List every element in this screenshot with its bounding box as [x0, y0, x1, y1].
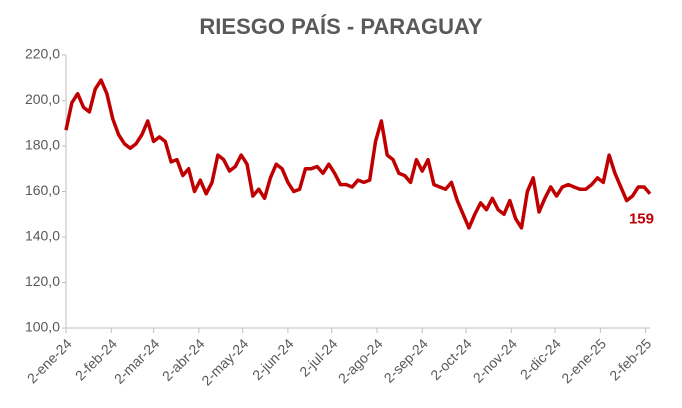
x-tick-label: 2-feb-25 — [606, 335, 654, 383]
y-tick-label: 200,0 — [25, 91, 60, 107]
y-tick-label: 120,0 — [25, 273, 60, 289]
x-tick-label: 2-nov-24 — [470, 335, 521, 386]
y-tick-label: 160,0 — [25, 182, 60, 198]
y-tick-label: 180,0 — [25, 137, 60, 153]
x-tick-label: 2-ago-24 — [335, 335, 386, 386]
data-line — [64, 78, 652, 230]
x-tick-label: 2-sep-24 — [381, 335, 432, 386]
x-tick-label: 2-may-24 — [198, 335, 251, 388]
x-tick-label: 2-dic-24 — [517, 335, 564, 382]
y-tick-label: 140,0 — [25, 228, 60, 244]
x-tick-label: 2-ene-24 — [24, 335, 75, 386]
y-tick-label: 220,0 — [25, 46, 60, 62]
chart-title: RIESGO PAÍS - PARAGUAY — [199, 14, 483, 39]
x-tick-label: 2-ene-25 — [558, 335, 609, 386]
x-tick-label: 2-mar-24 — [111, 335, 163, 387]
y-tick-label: 100,0 — [25, 319, 60, 335]
last-value-label: 159 — [629, 211, 654, 228]
x-tick-label: 2-jul-24 — [296, 335, 340, 379]
x-tick-label: 2-jun-24 — [249, 335, 297, 383]
x-tick-label: 2-oct-24 — [427, 335, 475, 383]
